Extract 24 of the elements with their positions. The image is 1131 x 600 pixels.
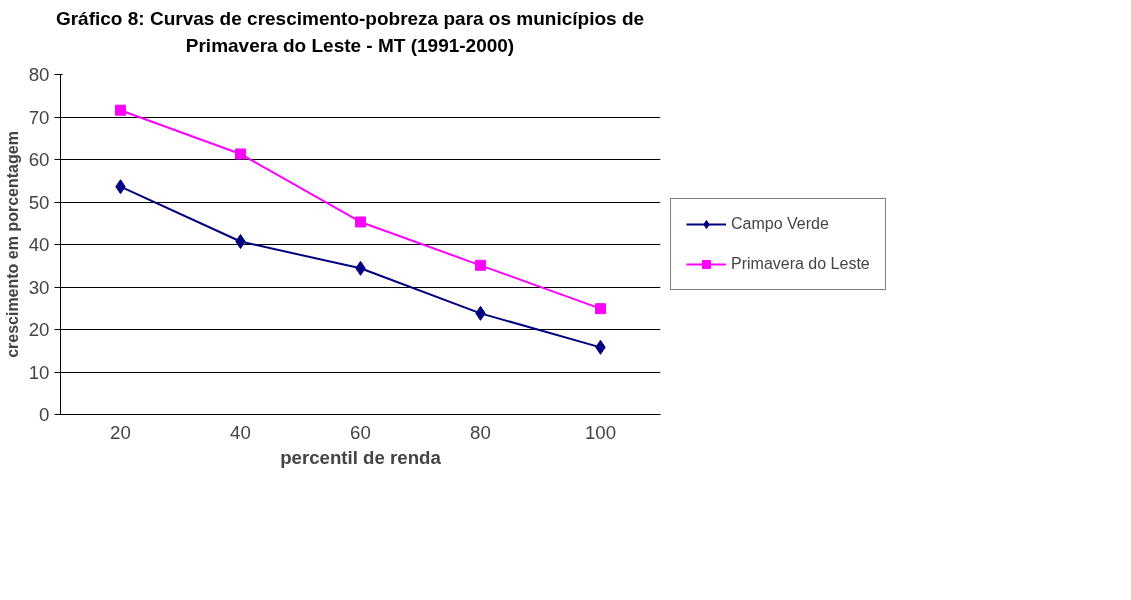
y-tick-label: 20 <box>28 319 50 341</box>
y-tick-label: 70 <box>28 106 50 128</box>
y-tick-label: 40 <box>28 234 50 256</box>
chart-title: Gráfico 8: Curvas de crescimento-pobreza para os municípios de Primavera do Leste - MT (1991-2000) <box>55 7 645 59</box>
x-tick-label: 100 <box>584 421 617 443</box>
y-tick-label: 10 <box>28 361 50 383</box>
point <box>355 216 366 228</box>
y-tick-label: 50 <box>28 191 50 213</box>
y-tick-label: 0 <box>39 404 50 426</box>
y-axis-title: crescimento em porcentagem <box>3 131 21 359</box>
x-tick-label: 80 <box>470 421 491 443</box>
legend-label: Campo Verde <box>731 215 829 234</box>
y-tick-label: 60 <box>28 149 50 171</box>
point <box>475 260 486 272</box>
x-tick-label: 60 <box>350 421 371 443</box>
y-tick-label: 80 <box>28 64 50 86</box>
legend-label: Primavera do Leste <box>731 255 870 274</box>
point <box>235 148 246 160</box>
x-axis-title: percentil de renda <box>280 446 442 468</box>
point <box>115 104 126 116</box>
x-tick-label: 40 <box>230 421 251 443</box>
x-tick-label: 20 <box>110 421 131 443</box>
point <box>595 303 606 315</box>
y-tick-label: 30 <box>28 276 50 298</box>
